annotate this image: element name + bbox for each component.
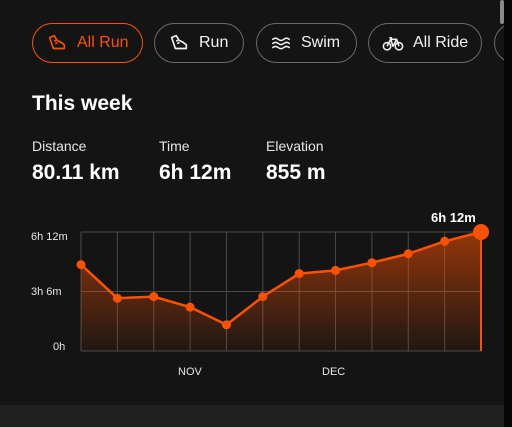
filter-chip-label: Run	[199, 34, 229, 51]
data-point	[76, 260, 86, 270]
elevation-label: Elevation	[266, 138, 324, 154]
filter-chip-all-ride[interactable]: All Ride	[368, 23, 482, 63]
data-point	[185, 302, 195, 312]
section-title: This week	[32, 92, 133, 115]
data-point	[258, 292, 268, 302]
filter-chip-label: All Ride	[413, 34, 469, 51]
data-point	[403, 249, 413, 259]
data-point	[112, 293, 122, 303]
filter-chip-all-run[interactable]: All Run	[32, 23, 143, 63]
elevation-value: 855 m	[266, 161, 326, 184]
y-tick-label: 6h 12m	[31, 231, 68, 243]
scroll-indicator	[500, 0, 504, 24]
y-tick-label: 0h	[53, 341, 66, 353]
data-point	[440, 236, 450, 246]
distance-value: 80.11 km	[32, 161, 120, 184]
shoe-icon	[45, 31, 69, 55]
x-tick-label: NOV	[178, 366, 202, 378]
data-point	[149, 292, 159, 302]
data-point	[294, 269, 304, 279]
data-point	[331, 265, 341, 275]
y-tick-label: 3h 6m	[31, 286, 62, 298]
x-tick-label: DEC	[322, 366, 346, 378]
data-point	[367, 258, 377, 268]
series-line	[80, 230, 482, 327]
shoe-icon	[167, 31, 191, 55]
weekly-time-chart[interactable]	[0, 0, 504, 405]
filter-chip-run[interactable]: Run	[154, 23, 244, 63]
waves-icon	[269, 31, 293, 55]
peak-value-label: 6h 12m	[431, 210, 476, 225]
screen-edge	[504, 0, 512, 427]
bicycle-icon	[381, 31, 405, 55]
filter-chip-swim[interactable]: Swim	[256, 23, 357, 63]
distance-label: Distance	[32, 138, 87, 154]
bottom-bar	[0, 405, 504, 427]
app-screen: All Run Run Swim All Ri	[0, 0, 512, 405]
data-point	[221, 320, 231, 330]
filter-chip-label: Swim	[301, 34, 341, 51]
data-point-current	[473, 224, 489, 240]
filter-chip-label: All Run	[77, 34, 129, 51]
time-label: Time	[159, 138, 190, 154]
time-value: 6h 12m	[159, 161, 232, 184]
